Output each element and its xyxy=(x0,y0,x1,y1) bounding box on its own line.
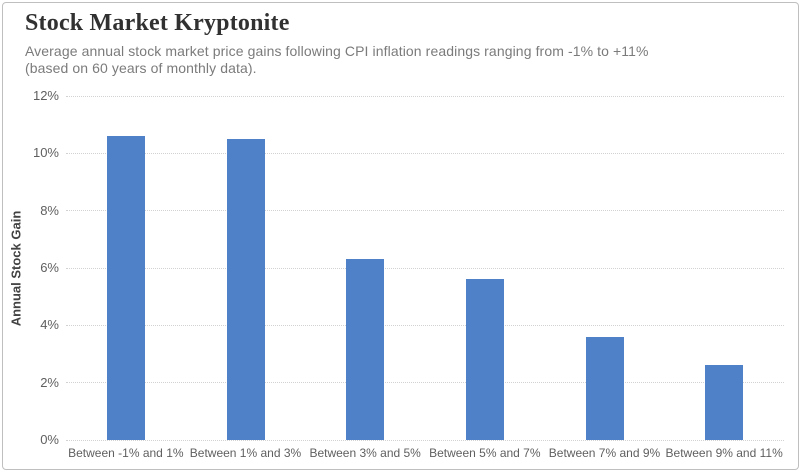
x-axis-label: Between -1% and 1% xyxy=(68,446,184,460)
chart-title: Stock Market Kryptonite xyxy=(25,10,290,36)
bar xyxy=(106,136,145,440)
gridline xyxy=(66,95,784,97)
x-axis-label: Between 1% and 3% xyxy=(189,446,302,460)
y-tick-label: 0% xyxy=(40,432,59,447)
gridline xyxy=(66,382,784,384)
gridline xyxy=(66,152,784,154)
y-tick-label: 8% xyxy=(40,202,59,218)
gridline xyxy=(66,439,784,441)
chart-subtitle-line-2: (based on 60 years of monthly data). xyxy=(25,60,257,76)
y-tick-label: 4% xyxy=(40,317,59,333)
y-tick-label: 6% xyxy=(40,260,59,275)
x-axis-label: Between 3% and 5% xyxy=(309,446,421,460)
x-axis-label: Between 9% and 11% xyxy=(665,446,783,460)
bar xyxy=(465,279,504,440)
x-axis-label: Between 7% and 9% xyxy=(548,446,661,460)
bar xyxy=(346,259,385,440)
chart-subtitle-line-1: Average annual stock market price gains … xyxy=(25,43,649,59)
gridline xyxy=(66,324,784,326)
bar xyxy=(585,336,624,440)
y-tick-label: 10% xyxy=(32,145,59,161)
bar xyxy=(705,365,744,440)
y-tick-label: 2% xyxy=(40,374,59,390)
x-axis-label: Between 5% and 7% xyxy=(429,446,541,460)
y-tick-label: 12% xyxy=(32,88,59,103)
gridline xyxy=(66,210,784,212)
plot-area xyxy=(66,95,784,441)
gridline xyxy=(66,267,784,269)
bar xyxy=(226,139,265,440)
